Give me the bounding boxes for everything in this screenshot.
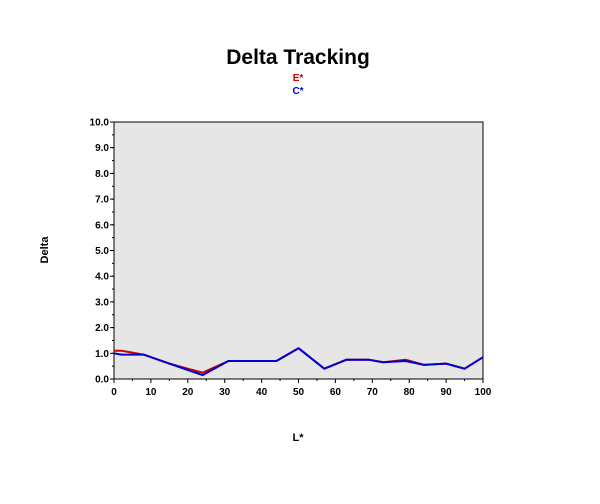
y-tick-label: 0.0 xyxy=(95,375,109,386)
legend-entry-1: C* xyxy=(292,86,303,97)
x-tick-label: 90 xyxy=(441,387,453,398)
y-tick-label: 1.0 xyxy=(95,349,109,360)
series-line-1 xyxy=(113,347,484,377)
y-tick-label: 2.0 xyxy=(95,323,109,334)
legend-entry-0: E* xyxy=(293,73,304,84)
x-tick-label: 0 xyxy=(111,387,117,398)
x-axis: 0 10 20 30 40 50 60 70 80 90 100 xyxy=(111,379,492,398)
x-tick-label: 50 xyxy=(293,387,305,398)
y-tick-label: 5.0 xyxy=(95,246,109,257)
x-tick-label: 40 xyxy=(256,387,268,398)
series-group xyxy=(113,347,484,377)
y-tick-label: 3.0 xyxy=(95,297,109,308)
x-tick-label: 60 xyxy=(330,387,342,398)
x-tick-label: 100 xyxy=(475,387,492,398)
y-tick-label: 7.0 xyxy=(95,195,109,206)
chart-title: Delta Tracking xyxy=(226,46,370,69)
y-tick-label: 4.0 xyxy=(95,272,109,283)
y-axis-label: Delta xyxy=(39,236,51,264)
x-tick-label: 20 xyxy=(182,387,194,398)
x-tick-label: 10 xyxy=(145,387,157,398)
y-axis: 0.0 1.0 2.0 3.0 4.0 5.0 6.0 7.0 8.0 9.0 10.0 xyxy=(90,118,114,386)
y-tick-label: 6.0 xyxy=(95,220,109,231)
chart-legend: E* C* xyxy=(292,73,303,97)
plot-area xyxy=(113,121,484,380)
x-tick-label: 30 xyxy=(219,387,231,398)
y-tick-label: 8.0 xyxy=(95,169,109,180)
y-tick-label: 9.0 xyxy=(95,143,109,154)
x-tick-label: 70 xyxy=(367,387,379,398)
y-tick-label: 10.0 xyxy=(90,118,110,129)
x-axis-label: L* xyxy=(293,432,305,444)
x-tick-label: 80 xyxy=(404,387,416,398)
